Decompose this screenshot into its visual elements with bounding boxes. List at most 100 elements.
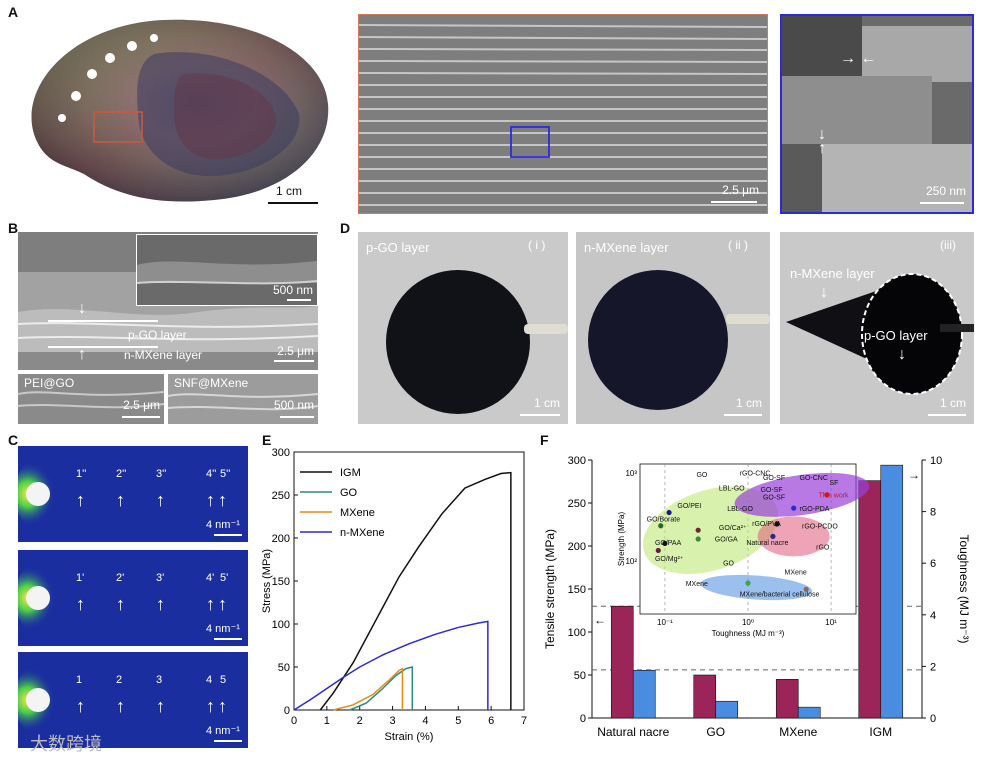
xrd-peak-label: 2'' (116, 468, 127, 480)
inset-point-label: LBL-GO (719, 485, 745, 492)
inset-point-label: GO-SF (760, 487, 782, 494)
xrd-peak-label: 4' (206, 572, 215, 584)
snf-mxene-label: SNF@MXene (174, 376, 249, 390)
thickness-arrow-icon: → ← (840, 50, 877, 67)
xrd-peak-arrow-icon: ↑ (116, 594, 125, 614)
panel-label-f: F (540, 432, 549, 448)
inset-point-label: MXene/bacterial cellulose (740, 591, 820, 598)
rolled-nmx-label: n-MXene layer (790, 266, 875, 281)
x-tick-label: 1 (324, 715, 330, 727)
inset-data-point (662, 540, 668, 547)
panel-label-b: B (8, 220, 19, 236)
nmxene-disc-scale-label: 1 cm (735, 396, 762, 410)
inset-point-label: rGO-PCDO (802, 523, 838, 530)
main-scale-bar (274, 360, 314, 362)
y-tick-label: 100 (568, 627, 586, 639)
panel-label-a: A (8, 4, 19, 20)
rolled-pgo-arrow-icon: ↓ (898, 346, 906, 363)
category-label: GO (706, 725, 725, 739)
y2-tick-label: 0 (930, 713, 936, 725)
shell-scale-bar (268, 202, 318, 204)
xrd-peak-arrow-icon: ↑ (76, 490, 85, 510)
bar-toughness (880, 464, 904, 719)
snf-mxene-sem: SNF@MXene 500 nm (168, 374, 318, 424)
legend-label: n-MXene (340, 527, 385, 539)
y-tick-label: 0 (284, 705, 290, 717)
xrd-pattern-row (14, 550, 248, 646)
inset-point-label: This work (819, 493, 849, 500)
inset-data-point (695, 527, 701, 533)
nacre-sem-image: 2.5 μm (358, 14, 768, 214)
rolled-pgo-label: p-GO layer (864, 328, 928, 343)
film-cross-section-sem: 500 nm ↓ ↑ p-GO layer n-MXene layer 2.5 … (18, 232, 318, 370)
x-tick-label: 6 (488, 715, 494, 727)
pei-scale-bar (122, 416, 160, 418)
xrd-scale-bar (214, 638, 242, 640)
zoom-scale-bar (920, 202, 964, 204)
legend-label: GO (340, 487, 358, 499)
inset-data-point (695, 536, 701, 542)
inset-region-mxene (700, 574, 813, 601)
inset-point-label: SF (829, 480, 838, 487)
sem-scale-label: 2.5 μm (722, 183, 759, 197)
xrd-peak-arrow-icon: ↑ (76, 696, 85, 716)
nacre-zoom-sem-image: → ← ↓ ↑ 250 nm (780, 14, 974, 214)
pgo-disc-scale-bar (520, 414, 560, 416)
xrd-peak-arrow-icon: ↑ (116, 490, 125, 510)
category-label: Natural nacre (597, 725, 669, 739)
inset-x-tick-label: 10¹ (825, 618, 837, 627)
inset-x-axis-title: Toughness (MJ m⁻³) (712, 629, 785, 638)
xrd-scale-bar (214, 534, 242, 536)
y-tick-label: 200 (568, 541, 586, 553)
inset-point-label: GO/PAA (655, 540, 682, 547)
inset-scale-label: 500 nm (272, 283, 313, 297)
nmx-up-arrow-icon: ↑ (78, 346, 86, 363)
inset-region-rgo (734, 472, 870, 517)
inset-scale-bar (287, 299, 311, 301)
xrd-pattern-row (14, 652, 248, 748)
category-label: IGM (869, 725, 892, 739)
x-tick-label: 2 (357, 715, 363, 727)
xrd-peak-arrow-icon: ↑ (156, 594, 165, 614)
main-scale-label: 2.5 μm (277, 344, 314, 358)
category-label: MXene (779, 725, 817, 739)
x-tick-label: 0 (291, 715, 297, 727)
bar-toughness (715, 700, 739, 719)
xrd-peak-label: 1'' (76, 468, 87, 480)
inset-data-point (770, 533, 776, 539)
inset-point-label: Natural nacre (746, 540, 788, 547)
rolled-down-arrow-icon: ↓ (820, 284, 828, 301)
snf-scale-label: 500 nm (273, 398, 314, 412)
panel-label-d: D (340, 220, 351, 236)
y2-tick-label: 8 (930, 507, 936, 519)
y-tick-label: 150 (568, 584, 586, 596)
xrd-peak-arrow-icon: ↑ (206, 490, 215, 510)
x-tick-label: 7 (521, 715, 527, 727)
xrd-peak-arrow-icon: ↑ (206, 594, 215, 614)
rolled-number: (iii) (940, 238, 956, 252)
abalone-shell-photo (14, 14, 332, 214)
y-tick-label: 100 (272, 619, 290, 631)
inset-point-label: GO-SF (763, 475, 785, 482)
xrd-peak-arrow-icon: ↑ (116, 696, 125, 716)
bar-tensile-strength (693, 674, 717, 719)
y2-axis-title: Toughness (MJ m⁻³) (957, 534, 971, 643)
right-axis-arrow-icon: → (908, 468, 920, 482)
xrd-pattern-row (14, 446, 248, 542)
left-axis-arrow-icon: ← (594, 613, 606, 627)
xrd-peak-arrow-icon: ↑ (218, 594, 227, 614)
strength-toughness-chart: 0 50 100 150 200 250 300 0 2 4 6 8 10 Tensile strengt… (543, 455, 971, 739)
inset-point-label: GO/GA (715, 537, 738, 544)
xrd-peak-arrow-icon: ↑ (156, 696, 165, 716)
watermark-label: 大数跨境 (30, 734, 102, 754)
shell-scale-label: 1 cm (276, 184, 303, 198)
inset-data-point (774, 521, 780, 527)
inset-point-label: GO/PEI (677, 503, 701, 510)
xrd-scale-bar (214, 740, 242, 742)
pgo-disc-photo: p-GO layer ( i ) 1 cm (358, 232, 568, 424)
y-tick-label: 300 (272, 447, 290, 459)
rolled-film-photo: n-MXene layer ↓ p-GO layer ↓ (iii) 1 cm (780, 232, 974, 424)
xrd-peak-label: 3' (156, 572, 165, 584)
inset-point-label: rGO-PDA (800, 506, 830, 513)
y2-tick-label: 6 (930, 558, 936, 570)
